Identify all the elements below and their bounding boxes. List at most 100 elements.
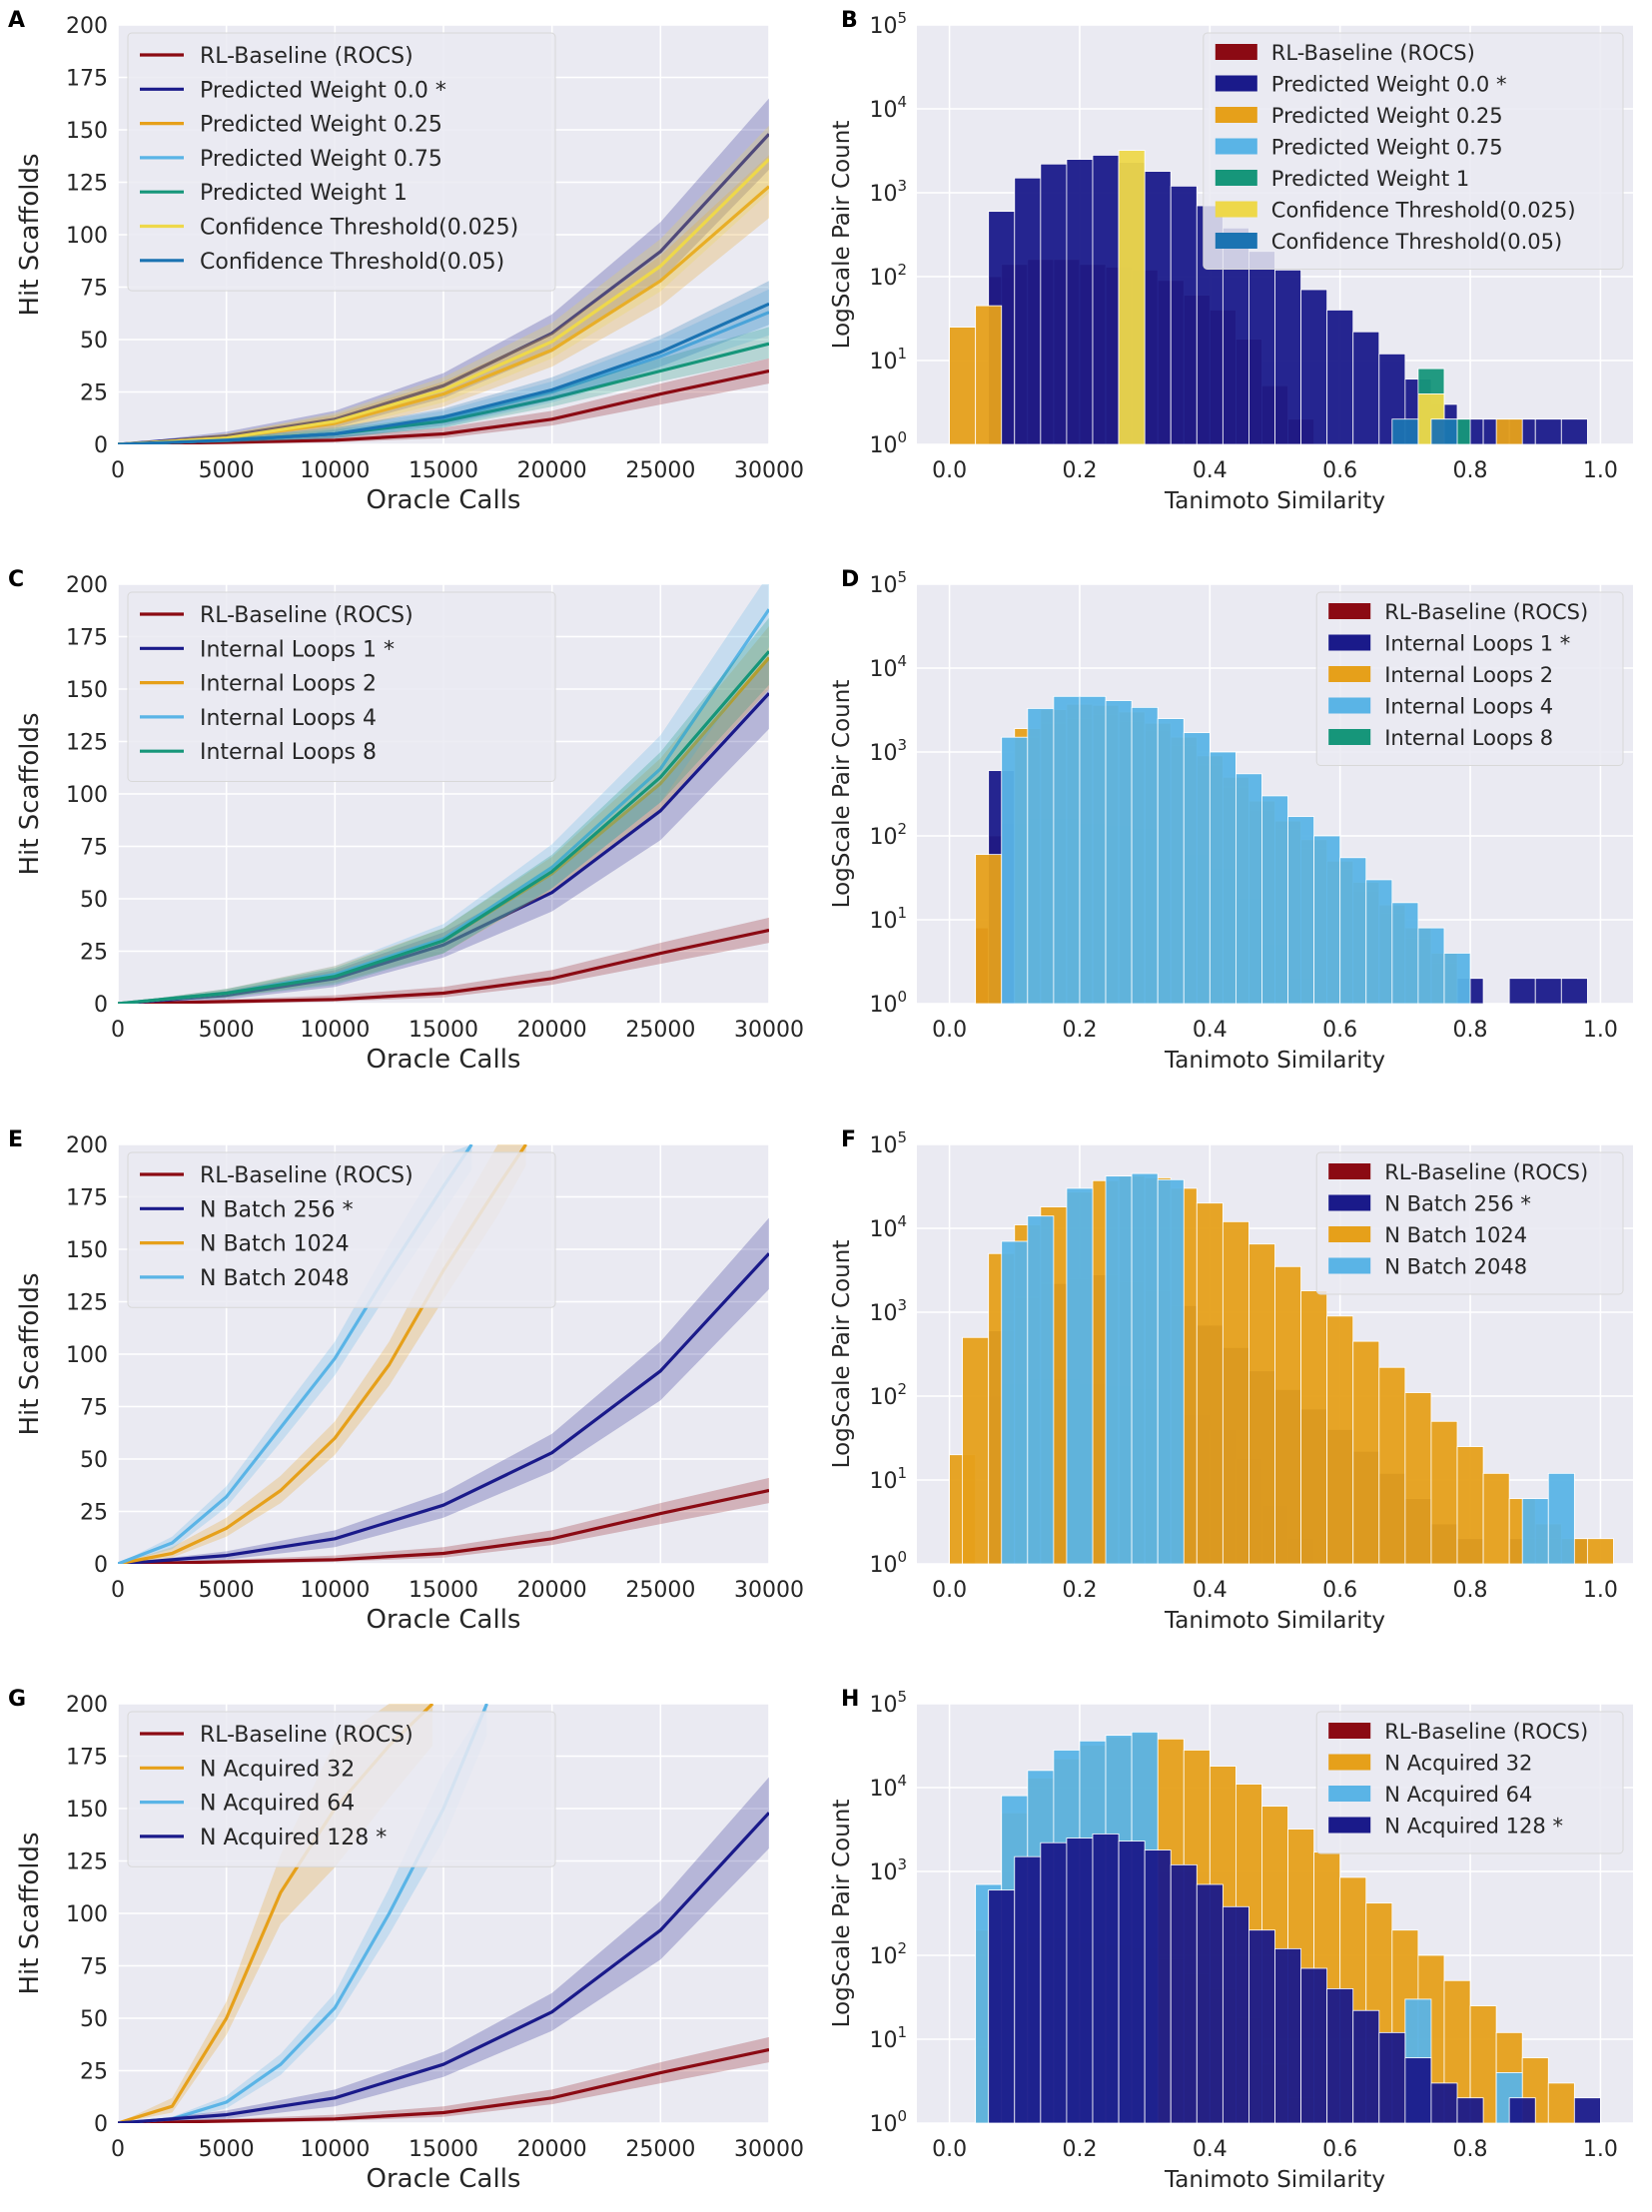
- histogram-bar: [1326, 1988, 1354, 2123]
- x-tick-label: 10000: [300, 458, 370, 483]
- confidence-band: [118, 125, 769, 444]
- y-tick-label: 200: [66, 14, 108, 39]
- legend-swatch: [1328, 666, 1371, 682]
- histogram-bar: [1378, 1366, 1406, 1564]
- x-tick-label: 0: [111, 1018, 125, 1043]
- x-tick-label: 1.0: [1583, 458, 1618, 483]
- histogram-bar: [1092, 155, 1120, 444]
- y-tick-label: 103: [869, 736, 907, 766]
- y-tick-label: 104: [869, 1772, 907, 1802]
- x-tick-label: 30000: [734, 458, 804, 483]
- panel-label: B: [841, 8, 858, 33]
- panel-d: D 100 101 102 103 104 105 0.0 0.2 0.4 0.6 0.8 1.0 Tan…: [829, 567, 1633, 1074]
- y-axis-label: LogScale Pair Count: [829, 121, 855, 350]
- legend-label: RL-Baseline (ROCS): [1271, 41, 1475, 65]
- x-tick-label: 0.0: [932, 1578, 967, 1603]
- y-tick-label: 100: [66, 224, 108, 249]
- legend-swatch: [1215, 201, 1257, 218]
- histogram-bar: [1547, 1472, 1575, 1564]
- y-tick-label: 75: [80, 277, 108, 302]
- legend-label: N Batch 2048: [1384, 1255, 1527, 1279]
- histogram-bar: [1040, 163, 1068, 444]
- x-axis-label: Tanimoto Similarity: [1164, 488, 1385, 514]
- y-tick-label: 150: [66, 1798, 108, 1823]
- y-tick-label: 200: [66, 1693, 108, 1718]
- histogram-bar: [1547, 2082, 1575, 2123]
- histogram-bar: [1001, 736, 1029, 1004]
- y-tick-label: 105: [869, 9, 907, 39]
- panel-g: G 0 25 50 75 100 125 150 175 200 0 5000 10000 15000 20…: [8, 1687, 804, 2194]
- y-tick-label: 0: [94, 433, 108, 458]
- y-tick-label: 101: [869, 904, 907, 934]
- histogram-bar: [949, 327, 977, 444]
- series-line: [118, 650, 769, 1004]
- x-tick-label: 20000: [517, 1018, 587, 1043]
- panel-c: C 0 25 50 75 100 125 150 175 200 0 5000 10000 15000 20…: [8, 567, 804, 1075]
- y-axis-label: Hit Scaffolds: [15, 153, 45, 316]
- y-tick-label: 103: [869, 1855, 907, 1885]
- histogram-bar: [1196, 1202, 1224, 1564]
- y-tick-label: 200: [66, 573, 108, 598]
- y-tick-label: 25: [80, 941, 108, 966]
- histogram-bar: [1170, 1863, 1198, 2123]
- x-tick-label: 5000: [199, 1578, 255, 1603]
- x-axis-label: Tanimoto Similarity: [1164, 1608, 1385, 1634]
- legend-label: Internal Loops 1 *: [200, 637, 395, 662]
- y-tick-label: 75: [80, 1955, 108, 1980]
- legend-label: RL-Baseline (ROCS): [200, 1163, 413, 1188]
- y-tick-label: 25: [80, 1501, 108, 1526]
- confidence-band: [118, 1777, 769, 2123]
- histogram-bar: [1274, 1265, 1301, 1564]
- series-line: [118, 1488, 769, 1564]
- y-tick-label: 102: [869, 261, 907, 291]
- histogram-bar: [1300, 1967, 1328, 2123]
- histogram-bar: [1222, 1220, 1249, 1564]
- x-tick-label: 0.2: [1062, 458, 1097, 483]
- x-tick-label: 0.6: [1322, 1578, 1357, 1603]
- confidence-band: [118, 657, 769, 1004]
- confidence-band: [118, 358, 769, 444]
- legend-label: Predicted Weight 0.25: [200, 113, 442, 138]
- series-line: [118, 302, 769, 444]
- legend-label: Predicted Weight 0.25: [1271, 104, 1503, 128]
- legend-swatch: [1215, 75, 1257, 92]
- y-tick-label: 25: [80, 381, 108, 406]
- legend-label: RL-Baseline (ROCS): [200, 603, 413, 628]
- legend-label: Internal Loops 8: [200, 740, 377, 765]
- series-line: [118, 158, 769, 444]
- x-tick-label: 20000: [517, 2137, 587, 2162]
- x-tick-label: 0: [111, 458, 125, 483]
- y-tick-label: 104: [869, 652, 907, 682]
- y-tick-label: 102: [869, 1380, 907, 1410]
- y-tick-label: 105: [869, 1688, 907, 1718]
- histogram-bar: [1352, 1340, 1380, 1564]
- legend-label: Predicted Weight 1: [200, 181, 408, 206]
- y-tick-label: 75: [80, 836, 108, 861]
- histogram-bar: [1261, 795, 1288, 1004]
- y-tick-label: 50: [80, 329, 108, 354]
- y-axis-label: LogScale Pair Count: [829, 1800, 855, 2028]
- legend-label: Confidence Threshold(0.025): [1271, 199, 1576, 223]
- x-tick-label: 0.6: [1322, 1018, 1357, 1043]
- legend-swatch: [1215, 107, 1257, 123]
- histogram-bar: [1222, 1905, 1249, 2123]
- confidence-band: [118, 617, 769, 1004]
- x-axis-label: Tanimoto Similarity: [1164, 1048, 1385, 1074]
- legend-label: Internal Loops 8: [1384, 726, 1553, 750]
- histogram-bar: [1131, 706, 1159, 1004]
- histogram-bar: [988, 1889, 1016, 2123]
- histogram-bar: [1534, 978, 1562, 1004]
- x-tick-label: 25000: [625, 458, 695, 483]
- histogram-bar: [1326, 310, 1354, 444]
- y-tick-label: 104: [869, 93, 907, 123]
- panel-h: H 100 101 102 103 104 105 0.0 0.2 0.4 0.6 0.8 1.0 Tan…: [829, 1687, 1633, 2193]
- x-tick-label: 5000: [199, 2137, 255, 2162]
- x-tick-label: 5000: [199, 458, 255, 483]
- histogram-bar: [1196, 1883, 1224, 2123]
- legend-label: N Batch 256 *: [200, 1197, 354, 1222]
- histogram-bar: [1482, 1472, 1510, 1564]
- histogram-bar: [1001, 1240, 1029, 1564]
- histogram-bar: [1573, 2097, 1601, 2123]
- histogram-bar: [1118, 150, 1146, 444]
- y-axis-label: Hit Scaffolds: [15, 712, 45, 875]
